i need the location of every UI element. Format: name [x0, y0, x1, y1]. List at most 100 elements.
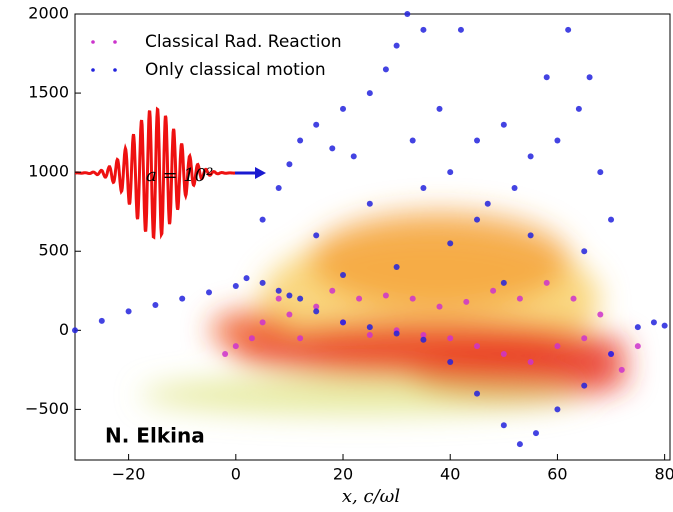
point	[329, 145, 336, 152]
point	[650, 319, 657, 326]
legend-marker	[91, 40, 95, 44]
point	[350, 153, 357, 160]
point	[313, 303, 320, 310]
point	[366, 90, 373, 97]
point	[532, 430, 539, 437]
point	[420, 184, 427, 191]
point	[436, 105, 443, 112]
laser-pulse	[75, 106, 266, 240]
point	[554, 406, 561, 413]
point	[516, 441, 523, 448]
point	[286, 292, 293, 299]
point	[581, 248, 588, 255]
point	[366, 200, 373, 207]
point	[340, 105, 347, 112]
point	[474, 137, 481, 144]
point	[608, 351, 615, 358]
point	[382, 66, 389, 73]
point	[232, 283, 239, 290]
point	[661, 322, 668, 329]
pulse-arrow-head	[255, 167, 266, 179]
point	[259, 279, 266, 286]
point	[543, 74, 550, 81]
y-tick-label: 1500	[28, 83, 69, 102]
point	[232, 343, 239, 350]
point	[581, 335, 588, 342]
y-tick-label: 500	[38, 241, 69, 260]
point	[393, 330, 400, 337]
point	[447, 335, 454, 342]
point	[586, 74, 593, 81]
point	[286, 311, 293, 318]
point	[500, 279, 507, 286]
legend-label: Classical Rad. Reaction	[145, 32, 342, 52]
point	[98, 317, 105, 324]
point	[329, 287, 336, 294]
point	[447, 358, 454, 365]
point	[297, 137, 304, 144]
point	[527, 232, 534, 239]
point	[222, 351, 229, 358]
point	[275, 287, 282, 294]
point	[313, 232, 320, 239]
y-tick-label: 0	[59, 320, 69, 339]
point	[356, 295, 363, 302]
point	[409, 137, 416, 144]
point	[275, 184, 282, 191]
point	[597, 169, 604, 176]
point	[72, 327, 78, 334]
legend-marker	[91, 68, 95, 72]
point	[125, 308, 132, 315]
point	[581, 382, 588, 389]
point	[570, 295, 577, 302]
point	[457, 26, 464, 33]
point	[340, 271, 347, 278]
point	[447, 169, 454, 176]
point	[382, 292, 389, 299]
point	[554, 343, 561, 350]
point	[527, 358, 534, 365]
point	[313, 308, 320, 315]
point	[340, 319, 347, 326]
y-tick-label: 2000	[28, 4, 69, 23]
annotation: a = 10²	[146, 165, 213, 186]
point	[565, 26, 572, 33]
point	[404, 11, 411, 17]
point	[286, 161, 293, 168]
x-axis-label: x, c/ωl	[342, 486, 400, 507]
point	[179, 295, 186, 302]
point	[500, 422, 507, 429]
x-tick-label: 80	[654, 465, 673, 484]
x-tick-label: −20	[112, 465, 146, 484]
point	[259, 319, 266, 326]
point	[275, 295, 282, 302]
point	[634, 324, 641, 331]
point	[618, 366, 625, 373]
point	[484, 200, 491, 207]
point	[527, 153, 534, 160]
point	[243, 275, 250, 282]
point	[366, 324, 373, 331]
y-tick-label: 1000	[28, 162, 69, 181]
point	[447, 240, 454, 247]
plot-frame	[74, 13, 671, 461]
point	[409, 295, 416, 302]
point	[297, 335, 304, 342]
pulse-wave	[75, 106, 255, 240]
point	[366, 332, 373, 339]
point	[474, 390, 481, 397]
point	[500, 351, 507, 358]
legend-label: Only classical motion	[145, 60, 326, 80]
point	[297, 295, 304, 302]
point	[634, 343, 641, 350]
point	[490, 287, 497, 294]
point	[420, 332, 427, 339]
point	[474, 343, 481, 350]
point	[259, 216, 266, 223]
point	[500, 121, 507, 128]
point	[463, 298, 470, 305]
density-background	[140, 210, 630, 415]
legend-marker	[113, 68, 117, 72]
point	[152, 302, 159, 309]
x-tick-label: 40	[440, 465, 460, 484]
